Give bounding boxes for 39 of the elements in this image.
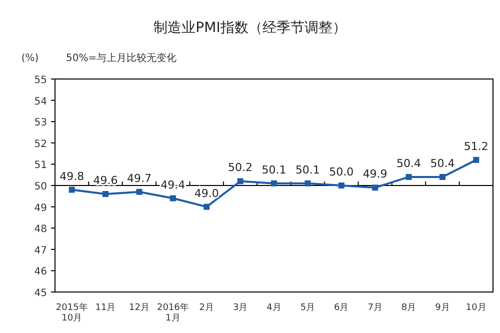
y-tick-label: 55 (34, 75, 47, 86)
y-tick-label: 46 (34, 266, 47, 278)
data-label: 50.0 (329, 166, 354, 178)
data-label: 49.6 (93, 174, 118, 188)
data-label: 49.0 (194, 186, 219, 200)
x-tick-label: 10月 (466, 303, 486, 313)
data-label: 49.9 (362, 168, 388, 181)
y-tick-label: 48 (34, 224, 47, 236)
x-tick-label: 8月 (401, 303, 416, 313)
x-tick-label: 3月 (232, 303, 248, 313)
y-axis-title: (%) (21, 53, 39, 64)
data-label: 50.2 (228, 161, 253, 174)
data-label: 49.8 (60, 170, 84, 183)
y-tick-label: 45 (34, 288, 47, 299)
data-label: 50.1 (295, 163, 320, 176)
y-tick-label: 53 (34, 118, 47, 129)
chart-title: 制造业PMI指数（经季节调整） (154, 20, 346, 36)
data-label: 51.2 (464, 140, 488, 153)
x-tick-label: 6月 (334, 303, 349, 313)
y-tick-label: 51 (34, 160, 47, 172)
data-label: 50.4 (430, 156, 455, 170)
x-tick-label: 11月 (95, 303, 116, 313)
text: 50%=与上月比较无变化 (66, 52, 177, 64)
x-tick-label: 7月 (368, 303, 382, 313)
y-tick-label: 50 (34, 182, 47, 192)
data-label: 50.4 (396, 156, 422, 170)
x-tick-label: 5月 (300, 303, 316, 313)
x-tick-label: 9月 (435, 303, 450, 313)
data-label: 50.1 (262, 163, 286, 176)
x-tick-label: 2015年 10月 (56, 302, 88, 324)
y-tick-label: 52 (34, 138, 47, 150)
x-tick-label: 2月 (199, 303, 214, 313)
y-tick-label: 49 (34, 202, 47, 214)
y-tick-label: 54 (34, 96, 47, 108)
x-tick-label: 2016年 1月 (156, 302, 189, 324)
x-tick-label: 4月 (266, 303, 282, 313)
x-tick-label: 12月 (129, 303, 150, 313)
y-tick-label: 47 (34, 245, 47, 256)
data-label: 49.7 (126, 172, 152, 185)
